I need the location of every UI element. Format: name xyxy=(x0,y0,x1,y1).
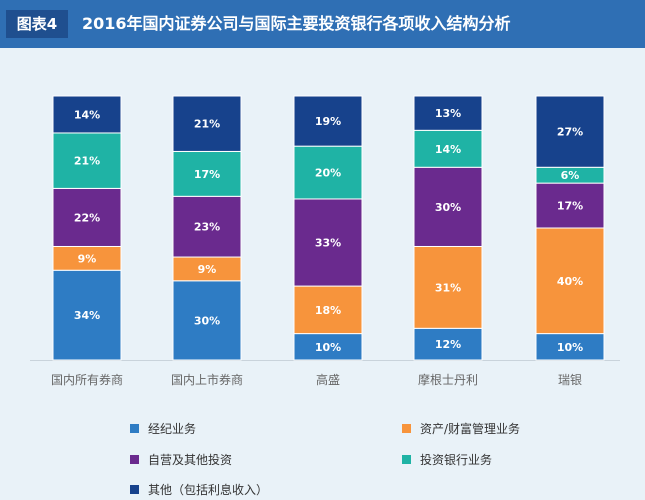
bar-segment-ib-3 xyxy=(293,145,363,200)
legend-swatch-proprietary xyxy=(130,454,139,464)
data-label-ib-5: 6% xyxy=(561,169,580,182)
data-label-brokerage-3: 10% xyxy=(315,341,341,354)
bar-segment-proprietary-5 xyxy=(535,182,605,229)
legend-item-other: 其他（包括利息收入） xyxy=(130,480,268,498)
bar-segment-proprietary-1 xyxy=(52,187,122,247)
data-label-other-3: 19% xyxy=(315,115,341,128)
legend-swatch-asset_mgmt xyxy=(402,423,411,433)
bar-segment-other-1 xyxy=(52,95,122,134)
data-label-proprietary-3: 33% xyxy=(315,237,341,250)
bar-segment-brokerage-1 xyxy=(52,269,122,361)
legend-swatch-other xyxy=(130,484,139,494)
data-label-other-5: 27% xyxy=(557,126,583,139)
legend-label-brokerage: 经纪业务 xyxy=(148,421,197,436)
legend-swatch-ib xyxy=(402,454,411,464)
bar-segment-asset_mgmt-3 xyxy=(293,285,363,335)
bar-segment-ib-4 xyxy=(413,129,483,168)
data-label-ib-2: 17% xyxy=(194,168,220,181)
category-label-4: 摩根士丹利 xyxy=(418,372,478,387)
category-label-1: 国内所有券商 xyxy=(51,372,123,387)
legend-item-ib: 投资银行业务 xyxy=(402,450,492,468)
data-label-brokerage-1: 34% xyxy=(74,309,100,322)
data-label-proprietary-4: 30% xyxy=(435,201,461,214)
data-label-ib-3: 20% xyxy=(315,167,341,180)
legend-label-other: 其他（包括利息收入） xyxy=(148,482,269,497)
data-label-asset_mgmt-1: 9% xyxy=(78,252,97,265)
bar-segment-proprietary-2 xyxy=(172,195,242,258)
data-label-other-4: 13% xyxy=(435,107,461,120)
chart-header: 图表4 2016年国内证券公司与国际主要投资银行各项收入结构分析 xyxy=(0,0,645,48)
legend-item-brokerage: 经纪业务 xyxy=(130,419,196,437)
legend-label-ib: 投资银行业务 xyxy=(420,452,493,467)
data-label-asset_mgmt-2: 9% xyxy=(198,263,217,276)
legend-item-proprietary: 自营及其他投资 xyxy=(130,450,232,468)
category-label-2: 国内上市券商 xyxy=(171,372,243,387)
data-label-other-2: 21% xyxy=(194,118,220,131)
bar-segment-other-5 xyxy=(535,95,605,168)
data-label-proprietary-2: 23% xyxy=(194,221,220,234)
data-label-proprietary-5: 17% xyxy=(557,200,583,213)
bar-segment-brokerage-2 xyxy=(172,280,242,361)
bar-segment-other-4 xyxy=(413,95,483,131)
data-label-proprietary-1: 22% xyxy=(74,211,100,224)
bar-segment-proprietary-3 xyxy=(293,198,363,287)
legend-swatch-brokerage xyxy=(130,423,139,433)
legend-item-asset_mgmt: 资产/财富管理业务 xyxy=(402,419,520,437)
bar-segment-other-2 xyxy=(172,95,242,152)
data-label-ib-4: 14% xyxy=(435,143,461,156)
data-label-brokerage-4: 12% xyxy=(435,338,461,351)
figure-badge: 图表4 xyxy=(6,10,68,38)
data-label-brokerage-2: 30% xyxy=(194,314,220,327)
category-label-5: 瑞银 xyxy=(558,373,582,387)
legend-label-proprietary: 自营及其他投资 xyxy=(148,452,233,467)
data-label-brokerage-5: 10% xyxy=(557,341,583,354)
bar-segment-other-3 xyxy=(293,95,363,147)
stacked-bar-chart: 34% 9% 22% 21% 14% 国内所有券商 30% 9% 23% 17% 21% 国内上市券商… xyxy=(30,95,620,387)
category-label-3: 高盛 xyxy=(316,372,340,387)
bar-segment-asset_mgmt-5 xyxy=(535,227,605,335)
bar-segment-asset_mgmt-4 xyxy=(413,245,483,329)
data-label-asset_mgmt-4: 31% xyxy=(435,281,461,294)
bar-segment-brokerage-4 xyxy=(413,327,483,361)
data-label-asset_mgmt-5: 40% xyxy=(557,275,583,288)
legend-label-asset_mgmt: 资产/财富管理业务 xyxy=(420,421,521,436)
data-label-other-1: 14% xyxy=(74,108,100,121)
chart-title: 2016年国内证券公司与国际主要投资银行各项收入结构分析 xyxy=(82,14,511,33)
bar-segment-ib-2 xyxy=(172,150,242,197)
bar-segment-proprietary-4 xyxy=(413,166,483,247)
bar-segment-brokerage-3 xyxy=(293,333,363,361)
data-label-ib-1: 21% xyxy=(74,155,100,168)
data-label-asset_mgmt-3: 18% xyxy=(315,304,341,317)
